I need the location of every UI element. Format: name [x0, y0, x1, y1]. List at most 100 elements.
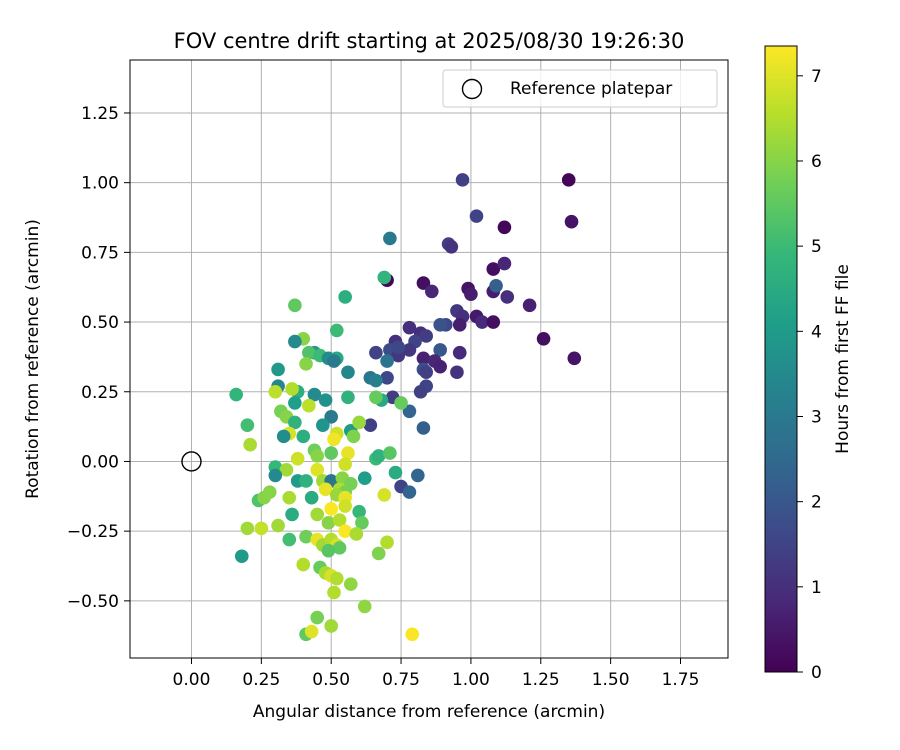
data-point — [304, 490, 319, 505]
data-point — [419, 329, 434, 343]
data-point — [271, 518, 285, 533]
x-tick-label: 0.75 — [382, 670, 420, 690]
data-point — [324, 446, 338, 460]
data-point — [388, 465, 403, 480]
data-point — [391, 340, 406, 354]
data-point — [268, 468, 283, 483]
x-tick-label: 1.50 — [592, 670, 630, 690]
data-point — [394, 396, 408, 410]
data-point — [402, 404, 417, 419]
legend: Reference platepar — [442, 69, 718, 108]
data-point — [285, 507, 299, 522]
data-point — [567, 351, 582, 366]
data-point — [288, 298, 302, 313]
data-point — [296, 429, 311, 444]
data-point — [324, 410, 338, 424]
colorbar-tick-label: 0 — [811, 663, 822, 683]
data-point — [282, 490, 297, 505]
x-axis-ticks: 0.00 0.25 0.50 0.75 1.00 1.25 1.50 1.75 — [173, 658, 700, 690]
colorbar-tick-label: 6 — [811, 152, 822, 172]
data-point — [413, 384, 428, 399]
data-point — [564, 214, 579, 229]
data-point — [357, 599, 372, 614]
data-point — [285, 382, 299, 396]
data-point — [316, 418, 330, 433]
x-tick-label: 0.50 — [312, 670, 350, 690]
data-point — [288, 415, 302, 430]
colorbar-ticks: 0 1 2 3 4 5 6 7 — [797, 67, 822, 683]
data-point — [299, 529, 313, 544]
data-point — [321, 515, 336, 530]
data-point — [324, 502, 338, 516]
data-point — [329, 571, 344, 586]
data-point — [369, 390, 383, 405]
data-point — [321, 543, 336, 558]
y-axis-label: Rotation from reference (arcmin) — [23, 219, 43, 499]
data-point — [341, 365, 355, 380]
data-point — [327, 432, 341, 446]
data-point — [380, 371, 394, 385]
colorbar-tick-label: 3 — [811, 407, 822, 427]
data-point — [327, 354, 341, 368]
data-point — [310, 463, 325, 477]
data-points — [181, 173, 582, 642]
data-point — [352, 504, 366, 519]
data-point — [327, 585, 341, 600]
data-point — [411, 468, 425, 483]
data-point — [433, 359, 447, 374]
data-point — [299, 357, 313, 371]
y-tick-label: 0.00 — [81, 452, 119, 472]
data-point — [369, 345, 383, 360]
data-point — [338, 499, 352, 513]
data-point — [341, 390, 355, 405]
data-point — [371, 449, 386, 463]
axes-frame — [129, 59, 729, 659]
y-tick-label: 0.50 — [81, 313, 119, 333]
data-point — [536, 331, 551, 346]
data-point — [338, 524, 352, 538]
x-tick-label: 1.00 — [452, 670, 490, 690]
data-point — [486, 262, 501, 276]
data-point — [452, 345, 467, 360]
data-point — [332, 513, 347, 527]
data-point — [452, 318, 467, 332]
data-point — [310, 610, 325, 625]
data-point — [257, 490, 271, 505]
colorbar-gradient — [764, 45, 798, 673]
x-axis-label: Angular distance from reference (arcmin) — [253, 702, 605, 722]
colorbar-tick-label: 5 — [811, 237, 822, 257]
x-tick-label: 1.75 — [662, 670, 700, 690]
y-tick-label: 1.25 — [81, 104, 119, 124]
data-point — [402, 343, 417, 357]
data-point — [229, 387, 243, 402]
data-point — [240, 418, 255, 433]
data-point — [268, 384, 283, 399]
data-point — [416, 351, 431, 366]
data-point — [302, 345, 316, 360]
y-axis-ticks: −0.50 −0.25 0.00 0.25 0.50 0.75 1.00 1.25 — [67, 104, 130, 612]
data-point — [357, 471, 372, 485]
data-point — [522, 298, 537, 313]
data-point — [419, 365, 434, 380]
data-point — [444, 239, 459, 254]
x-tick-label: 0.00 — [173, 670, 211, 690]
data-point — [282, 532, 297, 547]
data-point — [377, 270, 392, 285]
data-point — [288, 334, 302, 349]
y-tick-label: −0.50 — [67, 592, 119, 612]
colorbar: 0 1 2 3 4 5 6 7 Hours from first FF file — [764, 45, 853, 683]
data-point — [355, 515, 369, 530]
data-point — [433, 343, 447, 357]
data-point — [338, 290, 352, 304]
data-point — [464, 287, 478, 301]
data-point — [486, 315, 501, 329]
y-tick-label: 0.25 — [81, 383, 119, 403]
data-point — [383, 446, 397, 460]
data-point — [405, 627, 420, 642]
data-point — [332, 541, 347, 555]
data-point — [416, 421, 431, 435]
data-point — [329, 323, 344, 338]
legend-label: Reference platepar — [510, 79, 672, 99]
data-point — [234, 549, 249, 564]
